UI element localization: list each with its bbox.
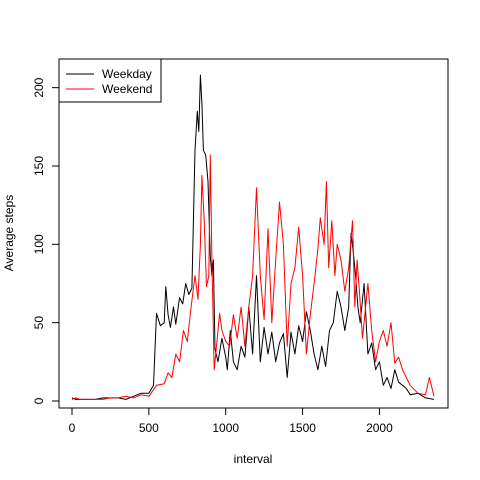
x-axis: 0 500 1000 1500 2000 bbox=[69, 407, 393, 435]
legend-box bbox=[58, 58, 162, 103]
y-tick-label: 200 bbox=[32, 77, 46, 97]
y-tick-label: 100 bbox=[32, 234, 46, 254]
x-tick-label: 1500 bbox=[289, 421, 316, 435]
x-tick-label: 500 bbox=[139, 421, 159, 435]
x-tick-label: 2000 bbox=[366, 421, 393, 435]
y-axis: 0 50 100 150 200 bbox=[32, 77, 60, 404]
x-axis-title: interval bbox=[234, 452, 273, 466]
y-tick-label: 150 bbox=[32, 156, 46, 176]
x-tick-label: 1000 bbox=[212, 421, 239, 435]
x-tick-label: 0 bbox=[69, 421, 76, 435]
series-layer bbox=[71, 74, 435, 400]
y-axis-title: Average steps bbox=[2, 195, 16, 272]
y-tick-label: 50 bbox=[32, 316, 46, 330]
y-tick-label: 0 bbox=[32, 397, 46, 404]
series-line-weekend bbox=[71, 154, 435, 400]
legend-label-weekend: Weekend bbox=[102, 82, 152, 96]
legend-label-weekday: Weekday bbox=[102, 67, 152, 81]
